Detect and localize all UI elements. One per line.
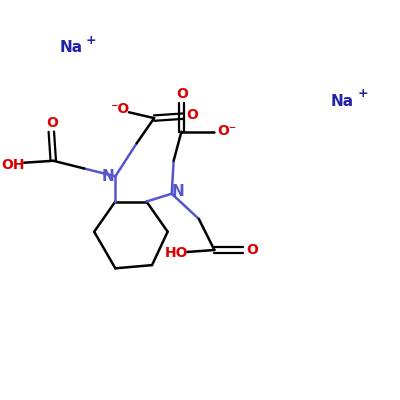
Text: O: O	[46, 116, 58, 130]
Text: O: O	[176, 87, 188, 101]
Text: +: +	[358, 87, 368, 100]
Text: Na: Na	[331, 94, 354, 108]
Text: +: +	[86, 34, 97, 47]
Text: N: N	[102, 169, 115, 184]
Text: HO: HO	[165, 246, 188, 260]
Text: O: O	[246, 243, 258, 257]
Text: O: O	[186, 108, 198, 122]
Text: OH: OH	[1, 158, 24, 172]
Text: ⁻O: ⁻O	[110, 102, 129, 116]
Text: N: N	[171, 184, 184, 199]
Text: O⁻: O⁻	[217, 124, 236, 138]
Text: Na: Na	[59, 40, 82, 56]
